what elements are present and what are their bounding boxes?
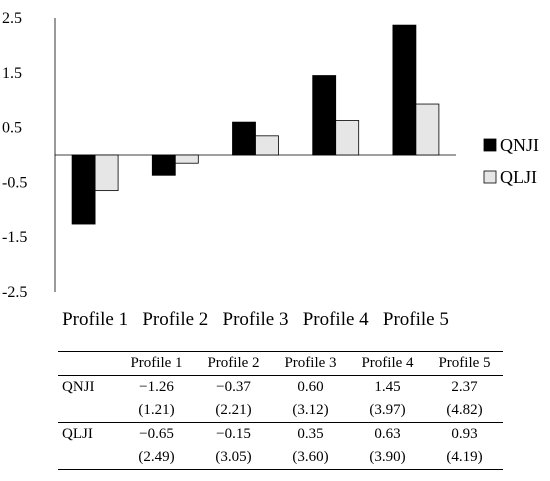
table-row: QLJI −0.65 −0.15 0.35 0.63 0.93 [58, 423, 503, 447]
x-category-label: Profile 3 [223, 309, 289, 330]
table-header-cell: Profile 2 [207, 355, 260, 371]
x-category-label: Profile 1 [62, 309, 128, 330]
bar-qlji-2 [174, 154, 199, 164]
table-cell: 0.35 [297, 426, 324, 442]
table-row: (1.21) (2.21) (3.12) (3.97) (4.82) [58, 399, 503, 423]
table-header-cell: Profile 3 [284, 355, 337, 371]
table-cell: 2.37 [451, 379, 478, 395]
table-cell: (2.21) [215, 402, 252, 418]
y-tick-label: 1.5 [2, 65, 22, 82]
y-tick-label: -1.5 [2, 229, 27, 246]
table-cell: (3.60) [292, 449, 329, 465]
y-tick-label: -0.5 [2, 174, 27, 191]
table-header-cell: Profile 1 [130, 355, 183, 371]
table-cell: (4.82) [446, 402, 483, 418]
bar-qnji-2 [151, 154, 176, 176]
table-header-cell: Profile 4 [361, 355, 414, 371]
table-cell: (3.05) [215, 449, 252, 465]
data-table: Profile 1 Profile 2 Profile 3 Profile 4 … [58, 351, 503, 470]
bar-qnji-4 [312, 75, 337, 156]
table-row: QNJI −1.26 −0.37 0.60 1.45 2.37 [58, 376, 503, 400]
table-cell: (2.49) [138, 449, 175, 465]
table-row-label: QNJI [62, 379, 95, 395]
bar-qlji-1 [94, 154, 119, 192]
table-cell: (3.12) [292, 402, 329, 418]
table-cell: −0.37 [216, 379, 251, 395]
bar-qnji-1 [71, 154, 96, 225]
bar-qnji-3 [232, 121, 256, 156]
table-row-label: QLJI [62, 426, 93, 442]
table-cell: 1.45 [374, 379, 401, 395]
bar-qlji-5 [415, 103, 440, 156]
y-tick-label: -2.5 [2, 284, 27, 301]
table-cell: (1.21) [138, 402, 175, 418]
table-row-label [58, 399, 118, 423]
table-cell: −0.65 [139, 426, 174, 442]
x-category-label: Profile 5 [383, 309, 449, 330]
bar-qnji-5 [392, 24, 417, 156]
table-header-row: Profile 1 Profile 2 Profile 3 Profile 4 … [58, 351, 503, 376]
table-cell: (3.90) [369, 449, 406, 465]
x-category-label: Profile 4 [303, 309, 369, 330]
legend-swatch-qlji [483, 170, 497, 184]
table-cell: −1.26 [139, 379, 174, 395]
x-category-label: Profile 2 [142, 309, 208, 330]
bar-qlji-4 [335, 120, 360, 156]
y-tick-label: 2.5 [2, 10, 22, 27]
table-cell: (4.19) [446, 449, 483, 465]
table-cell: −0.15 [216, 426, 251, 442]
table-row-label [58, 446, 118, 470]
table-row: (2.49) (3.05) (3.60) (3.90) (4.19) [58, 446, 503, 470]
table-corner [58, 352, 118, 376]
legend-label: QNJI [500, 135, 539, 155]
table-cell: 0.63 [374, 426, 401, 442]
table-cell: 0.60 [297, 379, 324, 395]
table-cell: 0.93 [451, 426, 478, 442]
table-cell: (3.97) [369, 402, 406, 418]
table-header-cell: Profile 5 [438, 355, 491, 371]
bar-qlji-3 [255, 135, 279, 156]
legend-label: QLJI [500, 167, 537, 187]
y-tick-label: 0.5 [2, 120, 22, 137]
bar-chart: 2.5 1.5 0.5 -0.5 -1.5 -2.5 Profile 1 Profile 2 P… [2, 10, 539, 330]
legend-swatch-qnji [483, 138, 497, 152]
